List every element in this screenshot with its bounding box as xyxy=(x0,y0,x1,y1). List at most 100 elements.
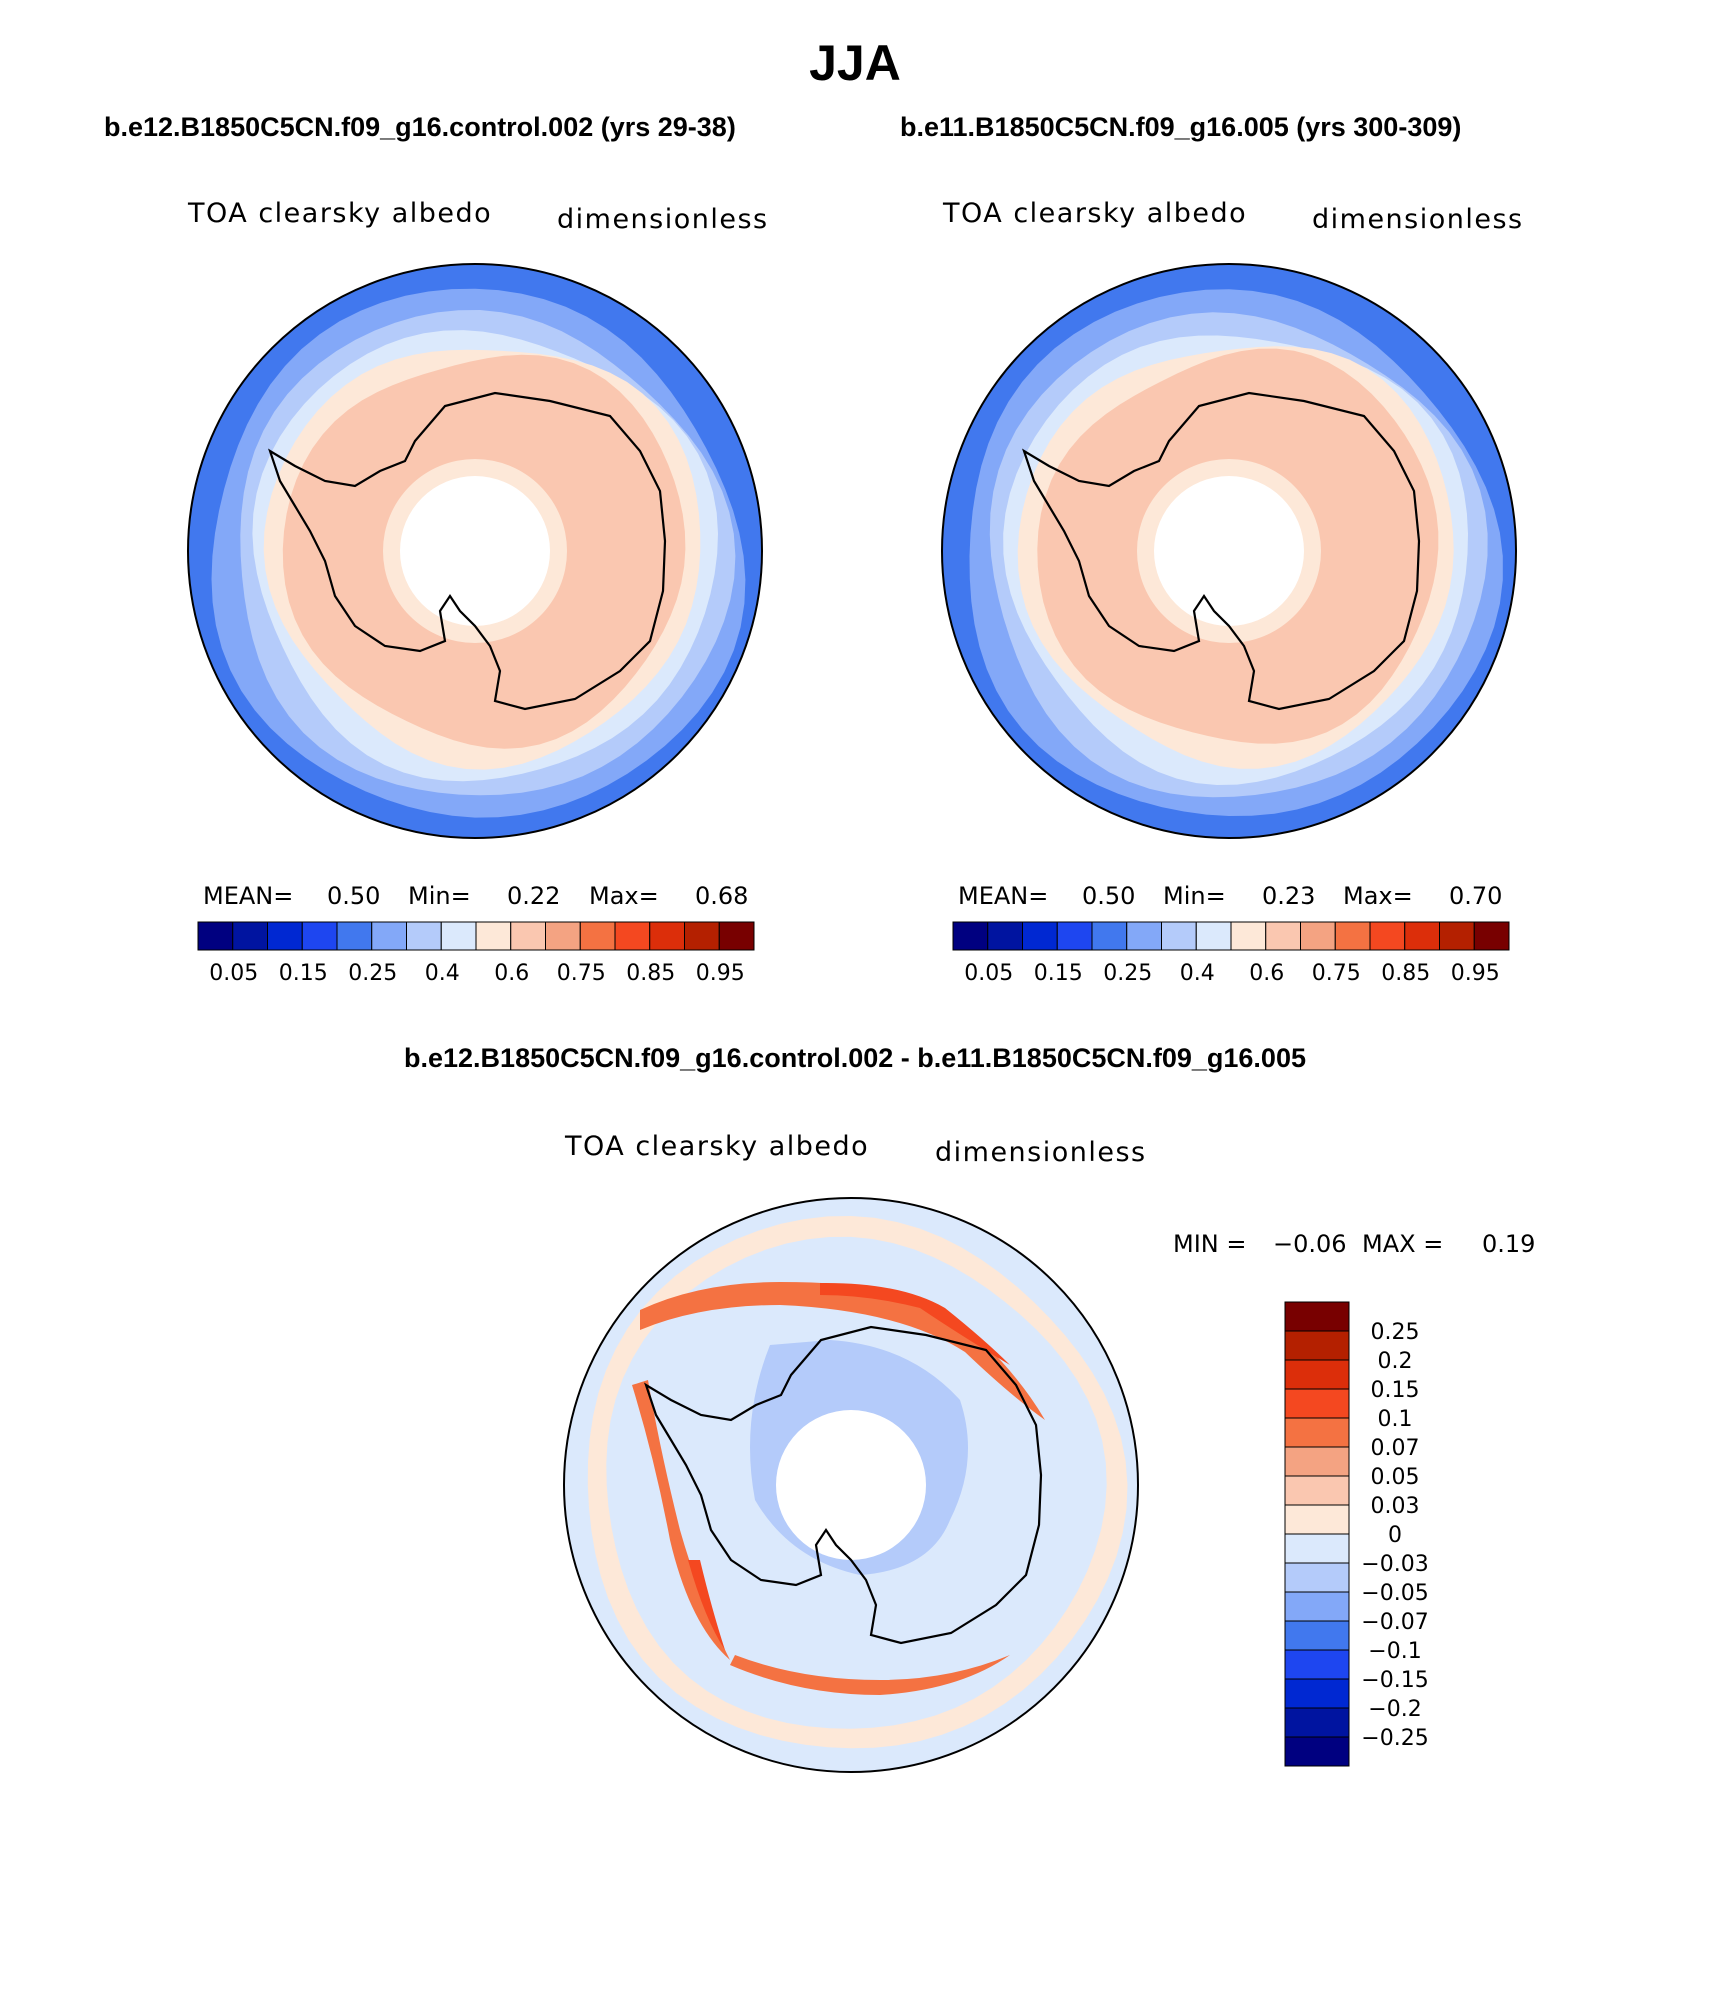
right-map xyxy=(942,264,1516,838)
left-mean-value: 0.50 xyxy=(327,882,380,910)
left-colorbar-label-4: 0.6 xyxy=(494,961,529,986)
left-colorbar-box-5 xyxy=(371,921,407,951)
left-colorbar: 0.05 0.15 0.25 0.4 0.6 0.75 0.85 0.95 xyxy=(197,921,755,986)
right-colorbar-label-2: 0.25 xyxy=(1103,961,1152,986)
diff-positive-north-core xyxy=(820,1282,1010,1365)
right-colorbar: 0.05 0.15 0.25 0.4 0.6 0.75 0.85 0.95 xyxy=(952,921,1510,986)
left-colorbar-box-6 xyxy=(406,921,442,951)
diff-case-title: b.e12.B1850C5CN.f09_g16.control.002 - b.… xyxy=(404,1043,1306,1073)
left-colorbar-label-1: 0.15 xyxy=(279,961,328,986)
right-colorbar-box-9 xyxy=(1265,921,1301,951)
right-colorbar-label-1: 0.15 xyxy=(1034,961,1083,986)
diff-colorbar-label-5: 0.05 xyxy=(1371,1465,1420,1490)
right-colorbar-label-0: 0.05 xyxy=(964,961,1013,986)
pole-hole xyxy=(1154,476,1304,626)
diff-colorbar-box-0 xyxy=(1284,1301,1350,1332)
right-colorbar-box-12 xyxy=(1369,921,1406,951)
diff-units-label: dimensionless xyxy=(935,1137,1147,1168)
left-map xyxy=(188,264,762,838)
diff-variable-label: TOA clearsky albedo xyxy=(564,1131,869,1162)
diff-colorbar-label-6: 0.03 xyxy=(1371,1494,1420,1519)
diff-colorbar: 0.25 0.2 0.15 0.1 0.07 0.05 0.03 0 −0.03 −0.05 −0.… xyxy=(1284,1301,1429,1767)
right-colorbar-box-0 xyxy=(952,921,989,951)
diff-colorbar-box-13 xyxy=(1284,1678,1350,1709)
diff-colorbar-box-3 xyxy=(1284,1388,1350,1419)
right-variable-label: TOA clearsky albedo xyxy=(942,198,1247,229)
right-colorbar-box-13 xyxy=(1404,921,1440,951)
right-colorbar-label-5: 0.75 xyxy=(1312,961,1361,986)
right-colorbar-box-1 xyxy=(987,921,1023,951)
right-mean-value: 0.50 xyxy=(1082,882,1135,910)
right-colorbar-label-7: 0.95 xyxy=(1451,961,1500,986)
left-colorbar-label-5: 0.75 xyxy=(557,961,606,986)
right-mean-label: MEAN= xyxy=(958,882,1048,910)
right-colorbar-label-3: 0.4 xyxy=(1180,961,1215,986)
right-colorbar-box-4 xyxy=(1091,921,1128,951)
right-max-value: 0.70 xyxy=(1449,882,1502,910)
diff-colorbar-label-7: 0 xyxy=(1388,1523,1402,1548)
diff-colorbar-label-12: −0.15 xyxy=(1361,1668,1428,1693)
right-colorbar-box-15 xyxy=(1473,921,1510,951)
left-colorbar-box-14 xyxy=(684,921,720,951)
diff-colorbar-box-15 xyxy=(1284,1736,1350,1767)
left-colorbar-box-12 xyxy=(614,921,651,951)
left-colorbar-label-6: 0.85 xyxy=(626,961,675,986)
left-min-value: 0.22 xyxy=(507,882,560,910)
left-colorbar-box-9 xyxy=(510,921,546,951)
diff-colorbar-box-8 xyxy=(1284,1533,1350,1564)
left-colorbar-box-2 xyxy=(267,921,303,951)
left-colorbar-box-4 xyxy=(336,921,373,951)
diff-min-value: −0.06 xyxy=(1273,1230,1347,1258)
left-colorbar-label-3: 0.4 xyxy=(425,961,460,986)
antarctica-coastline xyxy=(268,391,667,711)
right-colorbar-box-6 xyxy=(1161,921,1197,951)
diff-colorbar-box-1 xyxy=(1284,1330,1350,1361)
diff-colorbar-label-10: −0.07 xyxy=(1361,1610,1428,1635)
diff-colorbar-box-9 xyxy=(1284,1562,1350,1593)
left-map-border xyxy=(187,263,763,839)
diff-colorbar-box-12 xyxy=(1284,1649,1350,1680)
diff-positive-west xyxy=(632,1380,730,1660)
right-colorbar-box-10 xyxy=(1300,921,1336,951)
diff-colorbar-box-10 xyxy=(1284,1591,1350,1622)
right-colorbar-box-2 xyxy=(1022,921,1058,951)
right-min-value: 0.23 xyxy=(1262,882,1315,910)
left-mean-label: MEAN= xyxy=(203,882,293,910)
right-colorbar-label-6: 0.85 xyxy=(1381,961,1430,986)
diff-colorbar-label-8: −0.03 xyxy=(1361,1552,1428,1577)
diff-map-border xyxy=(563,1197,1139,1773)
diff-colorbar-box-2 xyxy=(1284,1359,1350,1390)
diff-positive-south xyxy=(730,1655,1010,1695)
diff-colorbar-box-7 xyxy=(1284,1504,1350,1535)
right-min-label: Min= xyxy=(1163,882,1226,910)
diff-max-label: MAX = xyxy=(1362,1230,1443,1258)
main-title: JJA xyxy=(809,35,901,91)
diff-max-value: 0.19 xyxy=(1482,1230,1535,1258)
left-units-label: dimensionless xyxy=(557,204,769,235)
right-case-title: b.e11.B1850C5CN.f09_g16.005 (yrs 300-309… xyxy=(900,112,1461,142)
right-units-label: dimensionless xyxy=(1312,204,1524,235)
diff-colorbar-label-11: −0.1 xyxy=(1368,1639,1421,1664)
diff-positive-west-core xyxy=(688,1560,725,1650)
left-colorbar-box-8 xyxy=(475,921,512,951)
left-colorbar-box-7 xyxy=(440,921,477,951)
right-colorbar-box-7 xyxy=(1195,921,1232,951)
left-colorbar-box-10 xyxy=(545,921,581,951)
diff-antarctica-coastline xyxy=(644,1325,1043,1645)
diff-pole-hole xyxy=(776,1410,926,1560)
diff-map xyxy=(564,1198,1138,1772)
diff-colorbar-box-4 xyxy=(1284,1417,1350,1448)
left-max-label: Max= xyxy=(589,882,659,910)
diff-colorbar-label-14: −0.25 xyxy=(1361,1726,1428,1751)
right-colorbar-box-5 xyxy=(1126,921,1162,951)
left-colorbar-label-0: 0.05 xyxy=(209,961,258,986)
left-colorbar-box-1 xyxy=(232,921,268,951)
right-max-label: Max= xyxy=(1343,882,1413,910)
left-case-title: b.e12.B1850C5CN.f09_g16.control.002 (yrs… xyxy=(104,112,736,142)
diff-colorbar-box-6 xyxy=(1284,1475,1350,1506)
right-colorbar-box-14 xyxy=(1439,921,1475,951)
antarctica-coastline xyxy=(1022,391,1421,711)
diff-colorbar-box-11 xyxy=(1284,1620,1350,1651)
diff-colorbar-label-1: 0.2 xyxy=(1378,1349,1413,1374)
